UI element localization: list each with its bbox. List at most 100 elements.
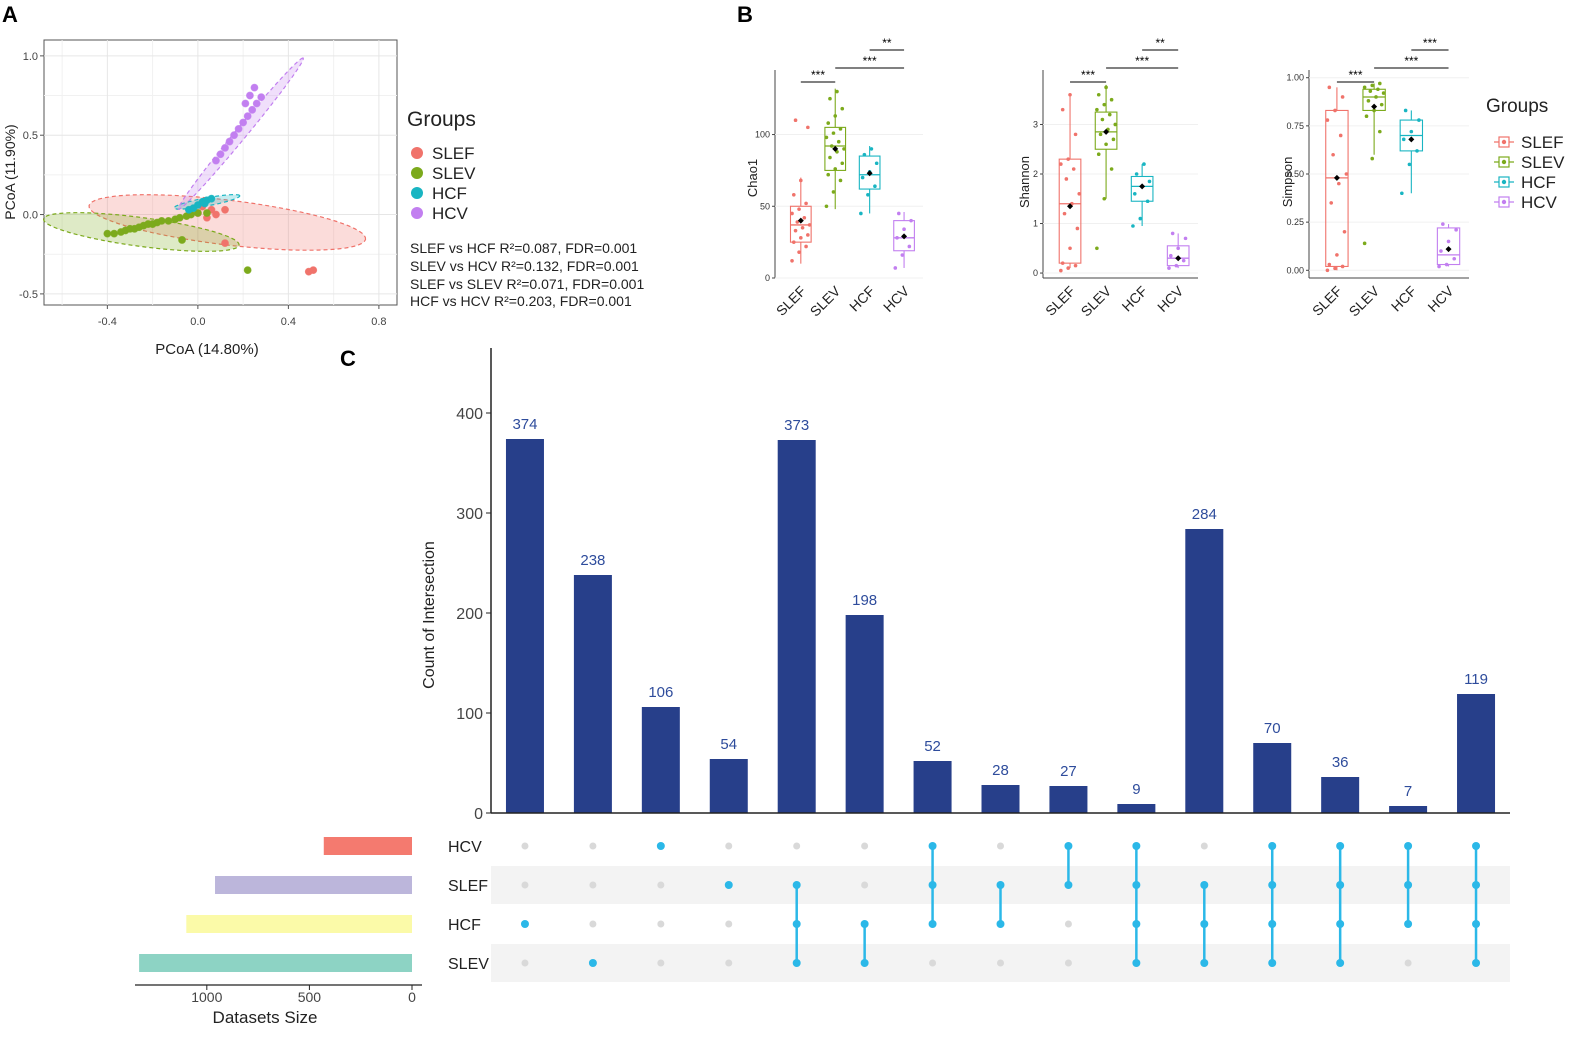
set-size-bar-slef — [215, 876, 412, 894]
pcoa-legend-label: HCF — [432, 184, 467, 203]
pcoa-point-hcv — [243, 112, 252, 121]
box-point-slef — [799, 178, 803, 183]
box-point-slef — [1077, 192, 1082, 196]
box-point-slev — [1113, 122, 1118, 127]
box-point-slev — [828, 155, 832, 160]
box-point-hcf — [873, 184, 877, 188]
pcoa-point-slev — [193, 209, 202, 217]
box-x-tick-label: HCF — [846, 283, 878, 315]
box-point-slef — [806, 233, 810, 237]
simpson-y-axis-label: Simpson — [1280, 157, 1295, 208]
box-point-slef — [1075, 226, 1080, 231]
pcoa-y-tick-label: -0.5 — [19, 289, 38, 301]
box-y-tick-label: 0.50 — [1286, 169, 1304, 179]
box-point-slev — [1100, 117, 1105, 122]
box-point-hcf — [1138, 216, 1143, 221]
pcoa-y-axis-label: PCoA (11.90%) — [2, 124, 18, 219]
matrix-dot-active — [1268, 920, 1277, 928]
upset-y-tick-label: 300 — [456, 506, 483, 523]
box-point-slev — [1370, 156, 1375, 161]
significance-label: *** — [1404, 54, 1418, 68]
matrix-dot-inactive — [521, 881, 529, 889]
pcoa-x-tick-label: 0.0 — [190, 316, 205, 328]
pcoa-legend-label: HCV — [432, 204, 469, 223]
box-point-hcv — [1170, 231, 1175, 236]
significance-label: ** — [1155, 36, 1165, 50]
set-label-hcv: HCV — [448, 839, 482, 856]
intersection-bar — [777, 440, 816, 813]
intersection-bar — [1049, 786, 1088, 813]
box-hcf — [858, 155, 881, 190]
box-point-slev — [835, 89, 839, 94]
box-point-slev — [1362, 85, 1367, 90]
pcoa-point-hcv — [246, 91, 254, 100]
matrix-dot-active — [1472, 959, 1481, 967]
box-point-hcf — [1147, 179, 1152, 184]
box-mean-marker — [832, 145, 839, 152]
box-point-slev — [1378, 129, 1382, 134]
pcoa-point-hcv — [234, 124, 243, 133]
box-point-hcf — [1142, 162, 1146, 166]
box-point-slev — [831, 131, 836, 135]
matrix-dot-active — [792, 881, 801, 889]
box-point-slef — [1333, 266, 1337, 271]
box-point-hcf — [874, 161, 879, 166]
significance-label: *** — [863, 54, 877, 68]
box-point-hcf — [866, 193, 870, 197]
matrix-dot-inactive — [997, 842, 1004, 850]
box-point-slef — [1340, 264, 1345, 269]
box-x-tick-label: SLEV — [1346, 282, 1383, 319]
box-y-tick-label: 0 — [1033, 268, 1038, 278]
box-point-hcv — [1446, 239, 1451, 244]
box-point-slev — [1370, 83, 1375, 88]
box-point-hcf — [1407, 162, 1412, 167]
intersection-bar — [1457, 694, 1496, 813]
box-point-hcf — [862, 152, 867, 157]
box-point-hcv — [1454, 228, 1458, 232]
upset-y-tick-label: 200 — [456, 606, 483, 623]
pcoa-ellipse-slev — [42, 212, 240, 252]
box-point-hcv — [1444, 262, 1449, 267]
significance-label: *** — [1135, 54, 1149, 68]
pcoa-point-hcv — [212, 156, 220, 165]
box-point-slev — [1372, 108, 1376, 113]
box-point-hcf — [1403, 108, 1408, 113]
significance-label: ** — [882, 36, 892, 50]
box-point-slev — [1104, 142, 1108, 147]
box-mean-marker — [1408, 136, 1415, 143]
pcoa-grid — [44, 40, 397, 305]
pcoa-panel: -0.4 0.0 0.4 0.8 -0.5 0.0 0.5 1.0 PCoA (14.80%… — [2, 39, 644, 358]
box-hcv — [1436, 227, 1461, 266]
matrix-dot-inactive — [861, 881, 869, 889]
pcoa-stat-line: SLEF vs SLEV R²=0.071, FDR=0.001 — [410, 276, 644, 292]
box-point-slev — [833, 114, 838, 118]
box-point-hcf — [1134, 172, 1139, 176]
matrix-dot-inactive — [861, 842, 869, 850]
set-label-slev: SLEV — [448, 956, 489, 973]
upset-y-tick-label: 400 — [456, 406, 483, 423]
matrix-dot-active — [1472, 842, 1481, 850]
box-point-slef — [797, 207, 801, 211]
box-point-slef — [1338, 133, 1343, 138]
pcoa-x-tick-label: 0.8 — [371, 316, 386, 328]
box-point-hcv — [1181, 258, 1186, 263]
matrix-dot-active — [1268, 881, 1277, 889]
box-point-slef — [1064, 177, 1069, 181]
box-point-hcv — [893, 266, 898, 270]
matrix-dot-inactive — [589, 881, 597, 889]
box-point-slev — [842, 147, 846, 151]
matrix-dot-active — [860, 959, 869, 967]
matrix-dot-active — [1404, 920, 1413, 928]
box-mean-marker — [1371, 103, 1378, 110]
intersection-bar-label: 198 — [852, 592, 877, 609]
box-point-slev — [833, 167, 838, 171]
pcoa-legend-title: Groups — [407, 108, 476, 131]
pcoa-x-tick-label: -0.4 — [98, 316, 117, 328]
box-y-tick-label: 100 — [755, 130, 770, 140]
matrix-dot-active — [1472, 881, 1481, 889]
box-point-hcf — [1415, 149, 1419, 153]
box-point-slev — [1109, 167, 1114, 171]
